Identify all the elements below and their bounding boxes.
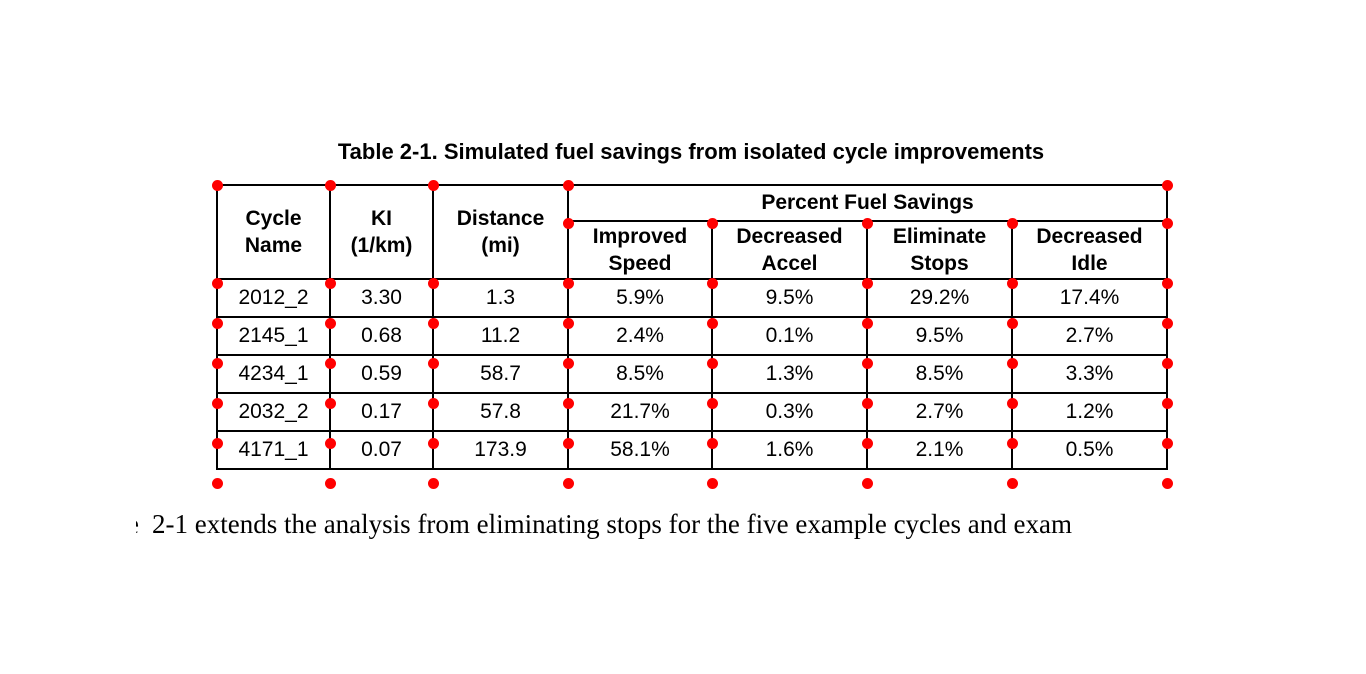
column-header-decreased-accel: Decreased Accel [711,220,868,280]
cell-decreased-accel: 0.1% [711,316,868,356]
column-header-decreased-idle: Decreased Idle [1010,220,1169,280]
cell-eliminate-stops: 9.5% [866,316,1013,356]
table-row: 2145_1 0.68 11.2 2.4% 0.1% 9.5% 2.7% [216,316,1169,356]
cell-ki: 0.07 [329,430,434,470]
column-header-ki: KI (1/km) [329,184,434,280]
grid-marker-dot [706,477,718,489]
fuel-savings-table: Cycle Name KI (1/km) Distance (mi) Perce… [216,184,1169,470]
cell-improved-speed: 2.4% [567,316,713,356]
table-row: 4234_1 0.59 58.7 8.5% 1.3% 8.5% 3.3% [216,354,1169,394]
cell-ki: 0.68 [329,316,434,356]
grid-marker-dot [1161,477,1173,489]
cell-ki: 3.30 [329,278,434,318]
cell-ki: 0.59 [329,354,434,394]
column-header-distance: Distance (mi) [432,184,569,280]
cell-improved-speed: 58.1% [567,430,713,470]
cell-cycle-name: 2012_2 [216,278,331,318]
cell-distance: 57.8 [432,392,569,432]
clipped-letter-fragment: e [136,509,146,540]
table-row: 4171_1 0.07 173.9 58.1% 1.6% 2.1% 0.5% [216,430,1169,470]
cell-distance: 58.7 [432,354,569,394]
table-row: 2012_2 3.30 1.3 5.9% 9.5% 29.2% 17.4% [216,278,1169,318]
cell-distance: 1.3 [432,278,569,318]
grid-marker-dot [324,477,336,489]
cell-distance: 173.9 [432,430,569,470]
table-body: 2012_2 3.30 1.3 5.9% 9.5% 29.2% 17.4% 21… [216,278,1169,470]
cell-eliminate-stops: 8.5% [866,354,1013,394]
cell-improved-speed: 5.9% [567,278,713,318]
cell-cycle-name: 4171_1 [216,430,331,470]
cell-decreased-idle: 1.2% [1010,392,1169,432]
column-header-improved-speed: Improved Speed [567,220,713,280]
cell-improved-speed: 8.5% [567,354,713,394]
cell-ki: 0.17 [329,392,434,432]
paragraph-visible-text: 2-1 extends the analysis from eliminatin… [152,509,1072,539]
cell-decreased-accel: 0.3% [711,392,868,432]
cell-eliminate-stops: 29.2% [866,278,1013,318]
table-header-row-top: Cycle Name KI (1/km) Distance (mi) Perce… [216,184,1169,280]
cell-decreased-idle: 3.3% [1010,354,1169,394]
table-caption: Table 2-1. Simulated fuel savings from i… [337,139,1045,164]
cell-cycle-name: 2145_1 [216,316,331,356]
column-header-eliminate-stops: Eliminate Stops [866,220,1013,280]
table-row: 2032_2 0.17 57.8 21.7% 0.3% 2.7% 1.2% [216,392,1169,432]
cell-eliminate-stops: 2.7% [866,392,1013,432]
cell-decreased-idle: 17.4% [1010,278,1169,318]
cell-cycle-name: 2032_2 [216,392,331,432]
cell-cycle-name: 4234_1 [216,354,331,394]
cell-decreased-idle: 0.5% [1010,430,1169,470]
cell-decreased-accel: 1.3% [711,354,868,394]
grid-marker-dot [1006,477,1018,489]
paragraph-text: e2-1 extends the analysis from eliminati… [136,509,1072,540]
grid-marker-dot [562,477,574,489]
table-header: Cycle Name KI (1/km) Distance (mi) Perce… [216,184,1169,280]
cell-decreased-accel: 1.6% [711,430,868,470]
cell-improved-speed: 21.7% [567,392,713,432]
table-header-row-sub: Improved Speed Decreased Accel Eliminate… [217,220,1169,280]
grid-marker-dot [427,477,439,489]
cell-decreased-accel: 9.5% [711,278,868,318]
cell-decreased-idle: 2.7% [1010,316,1169,356]
column-group-header-percent-fuel-savings: Percent Fuel Savings [566,184,1169,222]
column-header-cycle-name: Cycle Name [216,184,331,280]
cell-distance: 11.2 [432,316,569,356]
grid-marker-dot [211,477,223,489]
grid-marker-dot [861,477,873,489]
cell-eliminate-stops: 2.1% [866,430,1013,470]
